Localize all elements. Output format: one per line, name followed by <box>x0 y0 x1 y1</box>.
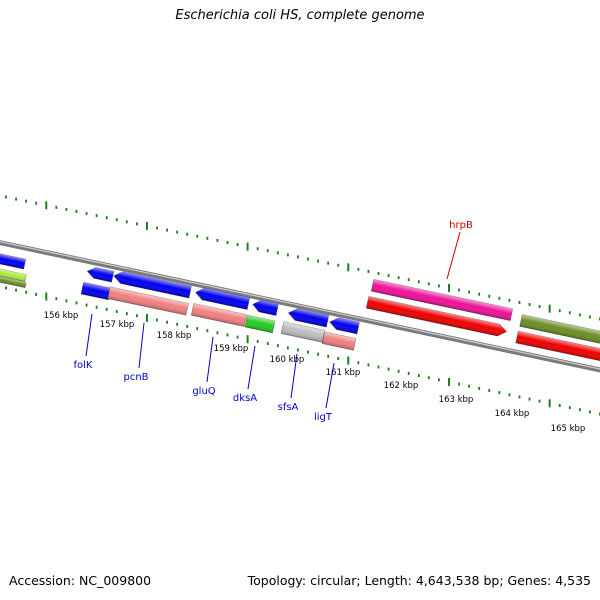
gene-red-2-gloss <box>515 331 600 363</box>
gene-olive-right <box>519 314 600 346</box>
gene-red-1 <box>365 295 508 337</box>
gene-left-partial-olive-gloss <box>0 274 27 288</box>
leader-line-pcnB <box>138 322 145 369</box>
leader-line-gluQ <box>206 336 214 383</box>
scale-label-0: 156 kbp <box>44 311 79 321</box>
scale-label-5: 161 kbp <box>326 368 361 378</box>
gene-label-dksA: dksA <box>233 393 257 404</box>
leader-line-ligT <box>325 362 335 409</box>
leader-line-hrpB <box>446 231 461 280</box>
gene-sfsA-outer <box>287 308 330 328</box>
gene-folK <box>80 281 112 301</box>
outer-tick-row <box>5 195 600 321</box>
gene-ligT-gloss <box>322 331 356 351</box>
scale-label-3: 159 kbp <box>214 344 249 354</box>
gene-ligT <box>321 331 357 351</box>
gene-gluQ-gloss <box>191 303 247 327</box>
gene-label-folK: folK <box>74 360 93 371</box>
gene-label-ligT: ligT <box>314 412 333 423</box>
gene-pcnB-gloss <box>107 286 189 316</box>
leader-line-folK <box>85 313 93 357</box>
scale-label-6: 162 kbp <box>384 381 419 391</box>
scale-label-9: 165 kbp <box>551 424 586 434</box>
gene-sfsA-gloss <box>281 321 325 343</box>
gene-dksA-outer-gloss <box>252 300 279 316</box>
gene-label-gluQ: gluQ <box>192 386 215 397</box>
gene-folK-outer-gloss <box>87 267 114 283</box>
gene-gluQ-outer <box>194 287 251 310</box>
gene-gluQ <box>190 303 248 327</box>
scale-label-4: 160 kbp <box>270 355 305 365</box>
gene-left-partial-olive <box>0 273 27 289</box>
gene-label-sfsA: sfsA <box>278 402 299 413</box>
highlight-label-hrpB: hrpB <box>449 220 473 231</box>
scale-label-8: 164 kbp <box>495 409 530 419</box>
gene-folK-outer <box>86 267 115 283</box>
gene-dksA-outer <box>252 299 279 316</box>
gene-folK-gloss <box>81 282 111 300</box>
gene-pcnB-outer <box>113 271 192 299</box>
gene-pcnB <box>107 286 189 316</box>
accession-label: Accession: NC_009800 <box>9 573 152 588</box>
gene-dksA <box>244 314 276 334</box>
gene-left-partial-blue <box>0 252 27 270</box>
gene-olive-right-gloss <box>519 314 600 346</box>
gene-ligT-outer <box>329 317 360 335</box>
gene-left-partial-lime <box>0 265 27 283</box>
inner-tick-row <box>5 286 600 416</box>
leader-line-dksA <box>247 345 256 390</box>
gene-label-pcnB: pcnB <box>123 372 148 383</box>
scale-label-2: 158 kbp <box>157 331 192 341</box>
backbone-line <box>0 240 600 373</box>
gene-left-partial-lime-gloss <box>0 266 27 282</box>
gene-sfsA <box>280 321 326 343</box>
gene-dksA-gloss <box>245 315 275 333</box>
genome-summary: Topology: circular; Length: 4,643,538 bp… <box>247 573 591 588</box>
gene-hrpB-gloss <box>371 279 513 321</box>
gene-red-2 <box>515 330 600 364</box>
gene-red-1-gloss <box>366 296 507 336</box>
gene-ligT-outer-gloss <box>329 317 360 334</box>
gene-hrpB <box>370 278 514 322</box>
scale-label-1: 157 kbp <box>100 320 135 330</box>
map-title: Escherichia coli HS, complete genome <box>175 8 425 23</box>
gene-sfsA-outer-gloss <box>288 308 329 328</box>
leader-line-sfsA <box>290 353 298 399</box>
scale-label-7: 163 kbp <box>439 395 474 405</box>
backbone-highlight <box>0 241 600 370</box>
gene-pcnB-outer-gloss <box>113 271 192 298</box>
gene-gluQ-outer-gloss <box>195 288 250 310</box>
gene-left-partial-blue-gloss <box>0 252 26 270</box>
